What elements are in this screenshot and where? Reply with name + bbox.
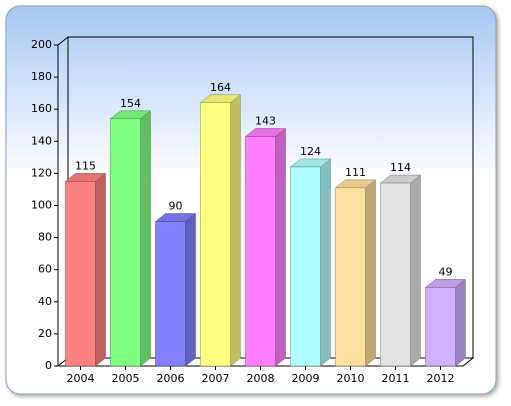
bar: [110, 118, 141, 367]
bar-side: [365, 179, 376, 367]
bar: [380, 182, 411, 367]
bar-side: [320, 158, 331, 367]
y-tick-label: 40: [38, 295, 52, 308]
y-tick-label: 180: [31, 70, 52, 83]
x-tick-label: 2004: [67, 372, 95, 385]
bar: [290, 166, 321, 367]
y-tick-label: 160: [31, 102, 52, 115]
bar: [155, 221, 186, 367]
x-tick-label: 2010: [337, 372, 365, 385]
bar-side: [140, 110, 151, 367]
x-tick-label: 2006: [157, 372, 185, 385]
bar-side: [275, 127, 286, 367]
bar: [200, 102, 231, 367]
bar: [245, 136, 276, 367]
plot: 0 20 40 60 80 100 120 140 160 180 200 2004 115 2005 15…: [31, 36, 475, 385]
value-label: 143: [255, 114, 276, 127]
value-label: 49: [439, 265, 453, 278]
value-label: 90: [169, 200, 183, 213]
y-tick-label: 80: [38, 231, 52, 244]
value-label: 154: [120, 97, 141, 110]
y-tick-label: 140: [31, 134, 52, 147]
y-tick-label: 120: [31, 166, 52, 179]
bar-side: [455, 278, 466, 367]
bar-side: [410, 174, 421, 367]
bar: [335, 187, 366, 367]
x-tick-label: 2005: [112, 372, 140, 385]
y-tick-label: 60: [38, 263, 52, 276]
y-axis-depth: [57, 36, 69, 46]
x-tick-label: 2012: [427, 372, 455, 385]
y-tick-label: 20: [38, 327, 52, 340]
value-label: 164: [210, 81, 231, 94]
value-label: 115: [75, 159, 96, 172]
x-tick-label: 2011: [382, 372, 410, 385]
bar-side: [185, 213, 196, 367]
bar-side: [230, 94, 241, 367]
y-tick-label: 0: [45, 359, 52, 372]
bar: [425, 287, 456, 367]
bar-side: [95, 172, 106, 367]
value-label: 124: [300, 145, 321, 158]
x-tick-label: 2007: [202, 372, 230, 385]
x-tick-label: 2008: [247, 372, 275, 385]
bar: [65, 181, 96, 367]
y-tick-label: 100: [31, 199, 52, 212]
value-label: 111: [345, 166, 366, 179]
y-tick-label: 200: [31, 38, 52, 51]
x-tick-label: 2009: [292, 372, 320, 385]
value-label: 114: [390, 161, 411, 174]
